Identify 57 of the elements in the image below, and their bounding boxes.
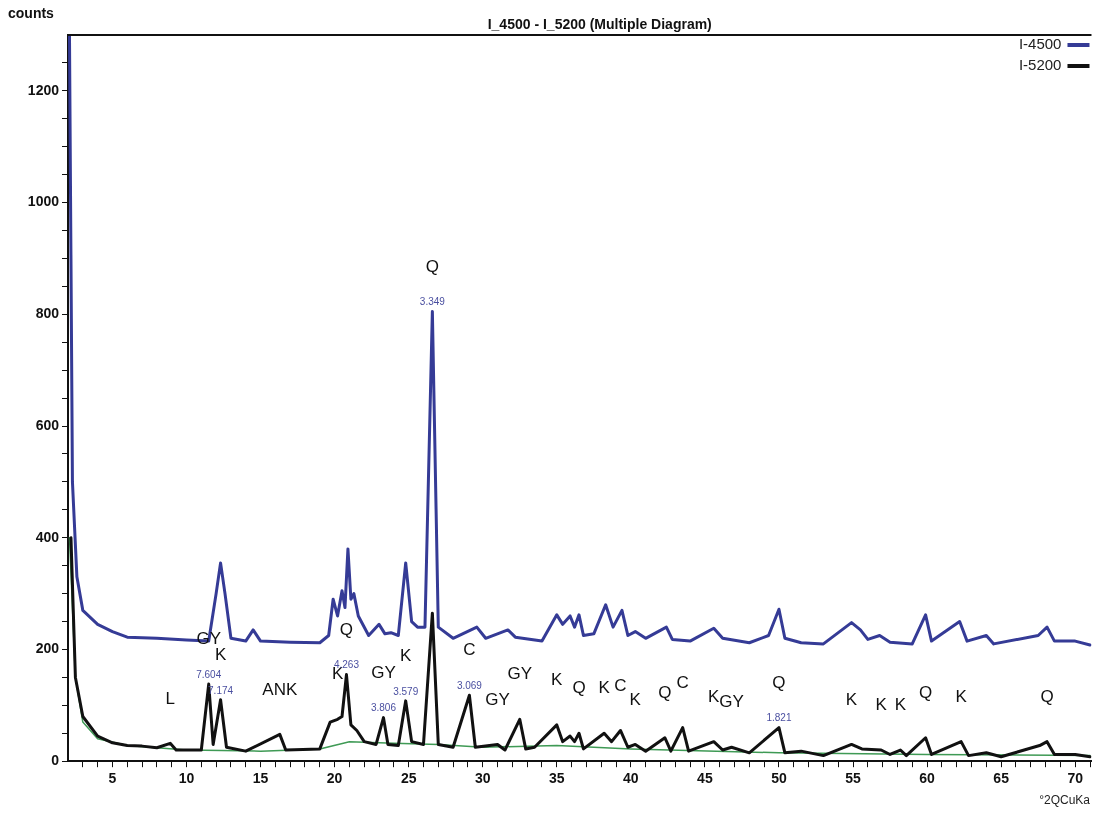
annotation: K xyxy=(894,695,907,715)
x-tick-label: 20 xyxy=(326,770,343,787)
annotation: 3.069 xyxy=(456,680,483,692)
y-tick-label: 600 xyxy=(35,416,60,433)
x-tick-label: 45 xyxy=(697,770,713,787)
y-tick-label: 0 xyxy=(51,752,60,769)
x-tick-label: 40 xyxy=(623,770,639,787)
x-tick-label: 60 xyxy=(919,770,936,787)
annotation: C xyxy=(463,640,476,660)
annotation: Q xyxy=(339,619,354,639)
annotation: K xyxy=(400,646,413,666)
annotation: 3.579 xyxy=(393,685,419,697)
x-tick-label: 10 xyxy=(178,770,195,787)
annotation: Q xyxy=(918,682,933,702)
legend-label: I-4500 xyxy=(1018,35,1062,53)
annotation: K xyxy=(845,689,858,709)
y-tick-label: 200 xyxy=(35,640,60,657)
x-tick-label: 50 xyxy=(771,770,787,787)
x-tick-label: 15 xyxy=(252,770,269,787)
annotation: GY xyxy=(719,692,744,712)
x-tick-label: 25 xyxy=(400,770,417,787)
x-tick-label: 70 xyxy=(1067,770,1084,787)
annotation: K xyxy=(551,670,564,690)
annotation: 1.821 xyxy=(766,712,792,724)
x-tick-label: 5 xyxy=(108,770,117,787)
x-tick-label: 35 xyxy=(548,770,565,787)
x-axis-title: °2QCuKa xyxy=(1039,792,1091,807)
annotation: GY xyxy=(485,689,510,709)
annotation: Q xyxy=(658,682,672,702)
annotation: Q xyxy=(425,256,439,276)
annotation: K xyxy=(875,695,888,715)
annotation: 3.349 xyxy=(419,296,446,308)
annotation: ANK xyxy=(262,679,298,699)
y-tick-label: 1000 xyxy=(27,193,60,210)
annotation: 3.806 xyxy=(370,702,397,714)
x-tick-label: 30 xyxy=(474,770,491,787)
annotation: K xyxy=(708,686,721,706)
x-tick-label: 65 xyxy=(993,770,1010,787)
annotation: L xyxy=(165,688,175,708)
chart-title: I_4500 - I_5200 (Multiple Diagram) xyxy=(487,15,712,32)
annotation: K xyxy=(955,686,968,706)
annotation: Q xyxy=(772,672,786,692)
y-axis-title: counts xyxy=(8,4,55,21)
annotation: C xyxy=(676,672,689,692)
annotation: K xyxy=(629,689,642,709)
annotation: Q xyxy=(1040,686,1054,706)
annotation: GY xyxy=(507,664,533,684)
annotation: C xyxy=(614,675,627,695)
y-tick-label: 1200 xyxy=(27,81,60,98)
annotation: 7.604 xyxy=(196,668,222,680)
legend-label: I-5200 xyxy=(1018,56,1062,74)
annotation: GY xyxy=(371,662,396,682)
annotation: Q xyxy=(572,678,586,698)
y-tick-label: 800 xyxy=(35,305,60,322)
annotation: K xyxy=(598,678,611,698)
x-tick-label: 55 xyxy=(845,770,862,787)
y-tick-label: 400 xyxy=(35,528,60,545)
